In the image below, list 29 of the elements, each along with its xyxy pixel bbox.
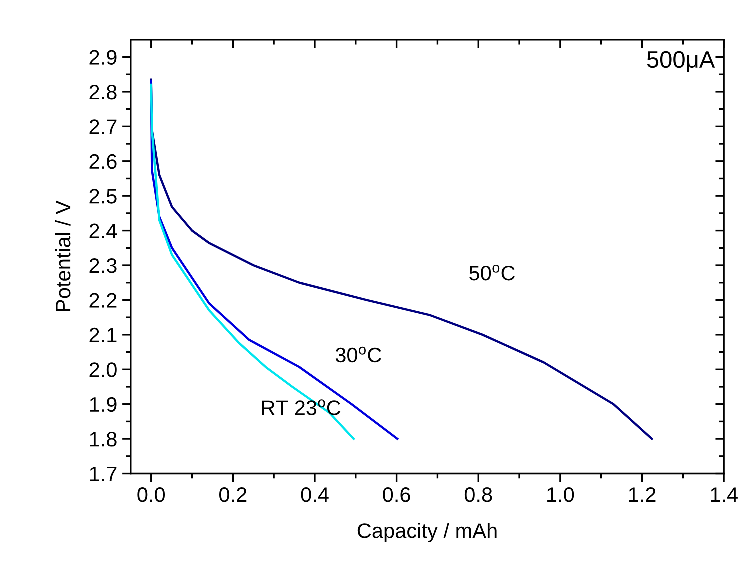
x-tick-label: 0.2	[220, 488, 247, 502]
y-tick-label: 2.4	[90, 224, 118, 238]
x-tick-label: 0.8	[464, 488, 492, 502]
x-tick-label: 0.0	[138, 488, 166, 502]
y-tick-label: 2.7	[90, 120, 117, 134]
text: 50$^{o}$C	[470, 264, 516, 281]
x-tick-label: 1.2	[629, 488, 656, 502]
y-tick-label: 2.9	[90, 50, 117, 66]
x-tick-label: 0.4	[301, 488, 329, 502]
y-tick-label: 2.1	[90, 328, 117, 342]
y-tick-label: 1.7	[90, 466, 117, 482]
x-tick-label: 0.6	[383, 488, 410, 502]
y-tick-label: 2.8	[90, 84, 117, 100]
y-tick-label: 2.2	[90, 293, 117, 308]
y-axis-title: Potential / V	[55, 200, 71, 312]
y-tick-label: 2.6	[90, 154, 117, 170]
y-tick-label: 2.3	[90, 258, 117, 274]
x-axis-title: Capacity / mAh	[358, 523, 497, 542]
y-tick-label: 2.5	[90, 189, 117, 204]
line-series	[150, 78, 654, 440]
line-series	[150, 80, 399, 440]
y-tick-label: 1.8	[90, 432, 117, 447]
x-tick-label: 1.0	[548, 488, 574, 502]
y-tick-label: 1.9	[90, 397, 117, 412]
series-label: 30$^{o}$C	[336, 346, 382, 363]
series-label: RT 23$^{o}$C	[262, 400, 341, 416]
annotation: 500μA	[647, 51, 716, 72]
x-tick-label: 1.4	[711, 488, 738, 502]
y-tick-label: 2.0	[90, 362, 117, 378]
